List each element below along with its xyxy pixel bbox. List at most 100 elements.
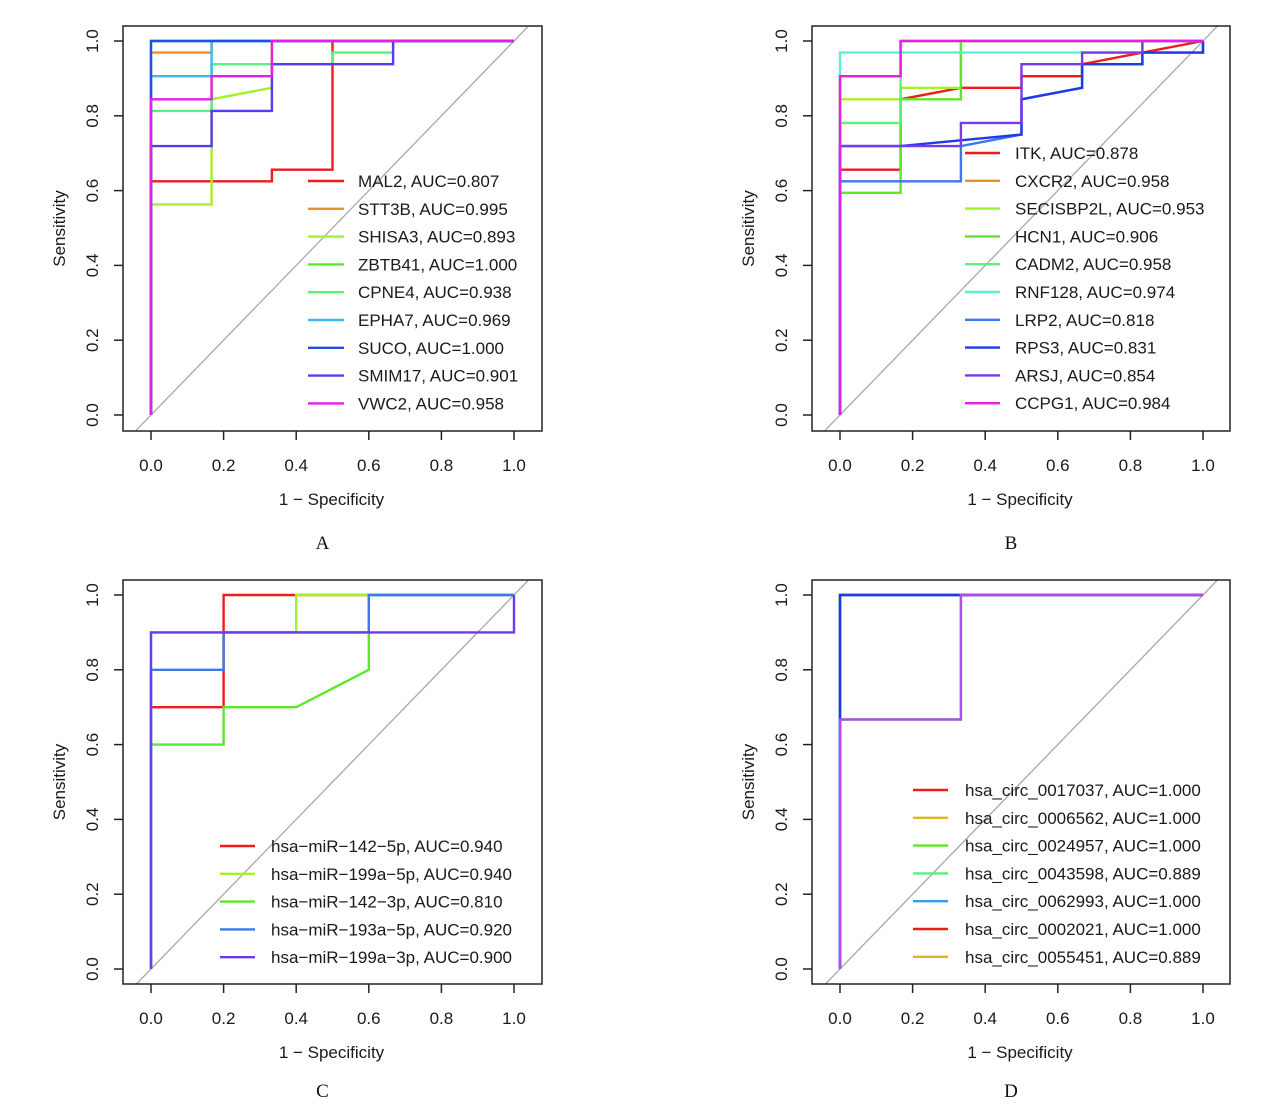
y-tick-label: 0.2	[772, 328, 791, 352]
roc-panel-a: 0.0 0.2 0.4 0.6 0.8 1.0 0.0 0.2 0.4 0.6 0.8 1.0 1 − …	[50, 25, 543, 554]
legend-label: SHISA3, AUC=0.893	[358, 228, 515, 247]
legend-label: hsa_circ_0024957, AUC=1.000	[965, 837, 1201, 856]
y-tick-label: 0.4	[772, 808, 791, 832]
y-tick-label: 0.6	[83, 179, 102, 203]
y-tick-label: 0.6	[772, 733, 791, 757]
legend: hsa−miR−142−5p, AUC=0.940 hsa−miR−199a−5p…	[220, 837, 512, 967]
legend-label: hsa−miR−142−3p, AUC=0.810	[271, 893, 503, 912]
x-tick-label: 1.0	[1191, 1009, 1215, 1028]
roc-panel-c: 0.0 0.2 0.4 0.6 0.8 1.0 0.0 0.2 0.4 0.6 0.8 1.0 1 − …	[50, 579, 543, 1102]
y-tick-label: 0.4	[83, 254, 102, 278]
legend-label: MAL2, AUC=0.807	[358, 172, 499, 191]
legend-label: LRP2, AUC=0.818	[1015, 311, 1154, 330]
y-tick-label: 0.2	[772, 882, 791, 906]
legend-label: hsa_circ_0043598, AUC=0.889	[965, 864, 1201, 883]
legend-label: hsa−miR−199a−3p, AUC=0.900	[271, 948, 512, 967]
legend-label: ZBTB41, AUC=1.000	[358, 255, 517, 274]
panel-label: D	[1004, 1081, 1018, 1102]
y-tick-label: 0.8	[772, 658, 791, 682]
y-axis-title: Sensitivity	[50, 743, 69, 820]
legend-label: EPHA7, AUC=0.969	[358, 311, 511, 330]
plot-frame	[811, 579, 1231, 985]
y-tick-label: 1.0	[772, 583, 791, 607]
legend-label: CXCR2, AUC=0.958	[1015, 172, 1170, 191]
legend: ITK, AUC=0.878 CXCR2, AUC=0.958 SECISBP2L,…	[965, 144, 1204, 413]
legend-label: SECISBP2L, AUC=0.953	[1015, 200, 1204, 219]
y-tick-label: 0.6	[83, 733, 102, 757]
panel-label: C	[316, 1081, 329, 1102]
y-axis-title: Sensitivity	[739, 190, 758, 267]
legend: hsa_circ_0017037, AUC=1.000 hsa_circ_0006…	[913, 781, 1201, 967]
x-tick-label: 0.8	[430, 456, 454, 475]
y-tick-label: 0.2	[83, 328, 102, 352]
reference-diagonal-line	[134, 26, 530, 431]
reference-diagonal-line	[823, 26, 1219, 431]
legend-label: hsa_circ_0002021, AUC=1.000	[965, 920, 1201, 939]
roc-curve-0	[149, 39, 514, 415]
y-axis-title: Sensitivity	[739, 743, 758, 820]
plot-frame	[811, 25, 1231, 432]
legend-label: SUCO, AUC=1.000	[358, 339, 504, 358]
roc-panel-b: 0.0 0.2 0.4 0.6 0.8 1.0 0.0 0.2 0.4 0.6 0.8 1.0 1 − …	[739, 25, 1231, 554]
y-tick-label: 1.0	[772, 29, 791, 53]
x-tick-label: 0.8	[1119, 1009, 1143, 1028]
roc-curve-9	[838, 39, 1203, 415]
panel-label: B	[1005, 533, 1018, 554]
roc-curve-8	[149, 39, 514, 415]
legend-label: RNF128, AUC=0.974	[1015, 283, 1175, 302]
x-tick-label: 0.4	[973, 456, 997, 475]
legend-label: VWC2, AUC=0.958	[358, 394, 504, 413]
roc-curve-8	[838, 39, 1203, 415]
plot-frame	[122, 579, 543, 985]
legend-label: CCPG1, AUC=0.984	[1015, 394, 1170, 413]
x-tick-label: 0.2	[901, 1009, 925, 1028]
x-tick-label: 0.0	[139, 1009, 163, 1028]
legend-label: hsa−miR−142−5p, AUC=0.940	[271, 837, 503, 856]
x-axis-title: 1 − Specificity	[279, 1043, 385, 1062]
roc-curve-6	[838, 593, 1203, 969]
y-tick-label: 1.0	[83, 29, 102, 53]
y-tick-label: 0.6	[772, 179, 791, 203]
legend-label: SMIM17, AUC=0.901	[358, 367, 518, 386]
x-tick-label: 0.0	[139, 456, 163, 475]
y-tick-label: 0.2	[83, 882, 102, 906]
x-axis-title: 1 − Specificity	[967, 490, 1073, 509]
x-tick-label: 0.2	[212, 1009, 236, 1028]
legend-label: hsa_circ_0062993, AUC=1.000	[965, 892, 1201, 911]
legend-label: CPNE4, AUC=0.938	[358, 283, 512, 302]
y-tick-label: 0.8	[83, 658, 102, 682]
y-tick-label: 0.0	[772, 403, 791, 427]
x-tick-label: 1.0	[1191, 456, 1215, 475]
legend-label: hsa−miR−193a−5p, AUC=0.920	[271, 920, 512, 939]
x-tick-label: 0.2	[901, 456, 925, 475]
legend-label: hsa_circ_0006562, AUC=1.000	[965, 809, 1201, 828]
x-tick-label: 1.0	[502, 1009, 526, 1028]
legend-label: STT3B, AUC=0.995	[358, 200, 508, 219]
x-tick-label: 0.6	[357, 456, 381, 475]
y-tick-label: 0.0	[83, 403, 102, 427]
roc-curve-4	[149, 595, 516, 969]
x-tick-label: 0.4	[284, 456, 308, 475]
x-tick-label: 0.0	[828, 456, 852, 475]
x-axis-title: 1 − Specificity	[967, 1043, 1073, 1062]
legend-label: RPS3, AUC=0.831	[1015, 339, 1156, 358]
x-axis-title: 1 − Specificity	[279, 490, 385, 509]
x-tick-label: 0.6	[357, 1009, 381, 1028]
panel-label: A	[316, 533, 330, 554]
plot-frame	[122, 25, 543, 432]
y-tick-label: 0.4	[772, 254, 791, 278]
y-tick-label: 0.0	[83, 957, 102, 981]
legend: MAL2, AUC=0.807 STT3B, AUC=0.995 SHISA3, A…	[308, 172, 518, 413]
y-tick-label: 0.8	[83, 104, 102, 128]
legend-label: CADM2, AUC=0.958	[1015, 255, 1171, 274]
x-tick-label: 1.0	[502, 456, 526, 475]
y-axis-title: Sensitivity	[50, 190, 69, 267]
y-tick-label: 0.4	[83, 808, 102, 832]
x-tick-label: 0.4	[284, 1009, 308, 1028]
reference-diagonal-line	[135, 580, 530, 984]
legend-label: hsa−miR−199a−5p, AUC=0.940	[271, 865, 512, 884]
x-tick-label: 0.6	[1046, 1009, 1070, 1028]
x-tick-label: 0.2	[212, 456, 236, 475]
x-tick-label: 0.0	[828, 1009, 852, 1028]
